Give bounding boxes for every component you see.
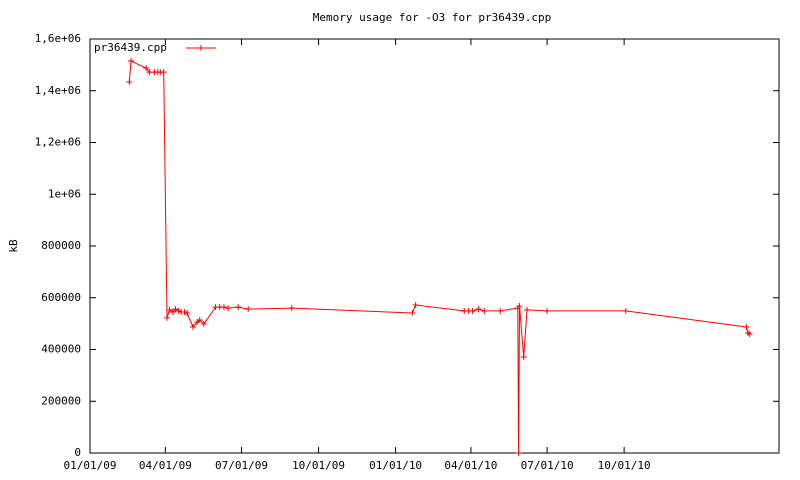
y-tick-label: 1e+06	[48, 187, 81, 200]
y-tick-label: 800000	[41, 239, 81, 252]
point-marker	[481, 307, 488, 314]
y-tick-label: 0	[74, 446, 81, 459]
legend-line	[186, 45, 216, 51]
data-line	[128, 60, 750, 454]
point-marker	[743, 323, 750, 330]
x-tick-label: 01/01/09	[64, 459, 117, 472]
point-marker	[164, 314, 171, 321]
plot-border	[89, 38, 780, 454]
y-axis-label: kB	[7, 239, 20, 253]
point-marker	[475, 306, 482, 313]
x-tick-label: 10/01/10	[598, 459, 651, 472]
y-tick-label: 400000	[41, 343, 81, 356]
point-marker	[189, 323, 196, 330]
point-marker	[515, 450, 522, 456]
point-marker	[235, 304, 242, 311]
point-marker	[160, 69, 167, 76]
x-tick-label: 07/01/09	[215, 459, 268, 472]
point-marker	[200, 320, 207, 327]
point-marker	[128, 57, 135, 64]
point-marker	[181, 308, 188, 315]
x-tick-label: 10/01/09	[292, 459, 345, 472]
point-marker	[126, 78, 133, 85]
point-marker	[469, 307, 476, 314]
point-marker	[184, 310, 191, 317]
point-marker	[245, 306, 252, 313]
x-tick-label: 04/01/09	[139, 459, 192, 472]
point-marker	[166, 306, 173, 313]
point-marker	[622, 307, 629, 314]
point-marker	[175, 307, 182, 314]
x-tick-label: 01/01/10	[369, 459, 422, 472]
point-marker	[220, 304, 227, 311]
point-marker	[143, 64, 150, 71]
point-marker	[196, 317, 203, 324]
y-tick-label: 1,2e+06	[35, 136, 81, 149]
point-marker	[524, 306, 531, 313]
x-tick-label: 04/01/10	[444, 459, 497, 472]
x-tick-label: 07/01/10	[521, 459, 574, 472]
chart-title: Memory usage for -O3 for pr36439.cpp	[313, 11, 551, 24]
point-marker	[412, 301, 419, 308]
point-marker	[544, 307, 551, 314]
point-marker	[497, 307, 504, 314]
y-tick-label: 1,4e+06	[35, 84, 81, 97]
y-tick-label: 200000	[41, 394, 81, 407]
point-marker	[146, 69, 153, 76]
point-marker	[409, 310, 416, 317]
y-tick-label: 600000	[41, 291, 81, 304]
y-tick-label: 1,6e+06	[35, 32, 81, 45]
point-marker	[169, 308, 176, 315]
point-marker	[746, 330, 753, 337]
legend-label: pr36439.cpp	[94, 41, 167, 54]
point-marker	[172, 306, 179, 313]
point-marker	[288, 305, 295, 312]
point-marker	[520, 354, 527, 361]
point-marker	[225, 305, 232, 312]
point-marker	[516, 303, 523, 310]
